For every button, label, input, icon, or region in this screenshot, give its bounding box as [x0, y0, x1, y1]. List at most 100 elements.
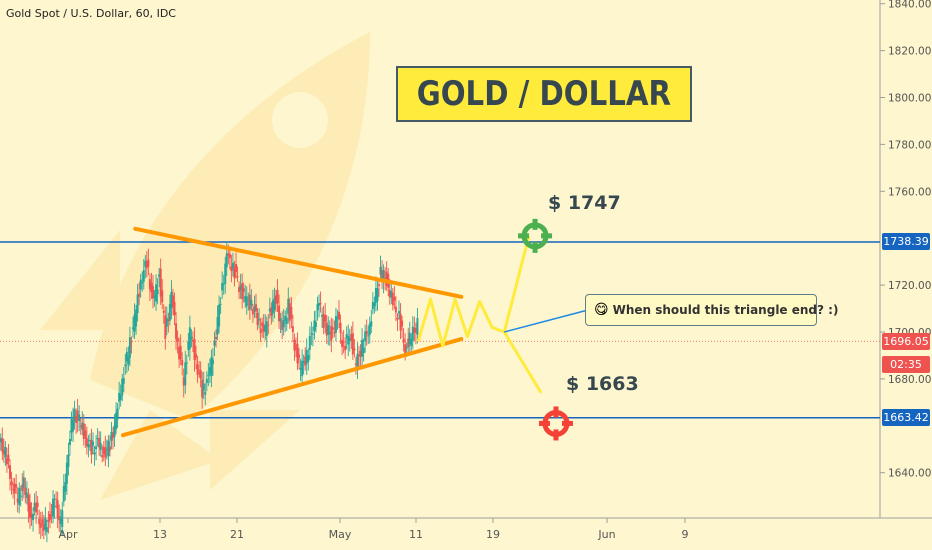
y-tick-label: 1820.00: [888, 46, 931, 58]
candle-body: [136, 294, 139, 314]
candle-body: [102, 446, 105, 455]
title-banner-text: GOLD / DOLLAR: [416, 74, 672, 114]
candle-body: [13, 483, 16, 494]
candle-body: [374, 287, 377, 303]
candle-body: [73, 409, 76, 422]
candle-body: [231, 262, 234, 269]
breakout-path-down[interactable]: [503, 331, 543, 394]
candle-body: [321, 314, 324, 317]
candle-body: [208, 367, 211, 375]
candle-body: [21, 484, 24, 491]
candle-body: [24, 487, 27, 495]
candle-body: [41, 519, 44, 525]
candle-body: [241, 283, 244, 300]
candle-body: [108, 446, 111, 451]
candle-body: [115, 412, 118, 430]
candle-body: [244, 296, 247, 302]
candle-body: [130, 341, 133, 343]
candle-body: [196, 364, 199, 375]
candle-body: [235, 264, 238, 273]
candle-body: [90, 440, 93, 455]
candle-body: [328, 332, 331, 335]
candle-body: [168, 303, 171, 321]
candle-body: [18, 487, 21, 505]
resistance-price-tag: 1738.39: [882, 233, 930, 250]
candle-body: [290, 306, 293, 319]
candle-body: [12, 488, 15, 491]
candle-body: [119, 395, 122, 400]
candle-body: [301, 360, 304, 377]
candle-body: [82, 423, 85, 439]
candle-body: [213, 340, 216, 346]
candle-body: [368, 323, 371, 335]
candle-body: [287, 298, 290, 314]
candle-body: [61, 510, 64, 527]
candle-body: [190, 336, 193, 339]
candle-body: [55, 498, 58, 500]
x-tick-label: 11: [409, 528, 423, 541]
support-trendline[interactable]: [121, 337, 464, 438]
candle-body: [147, 259, 150, 267]
candle-body: [236, 276, 239, 278]
candle-body: [413, 327, 416, 333]
candle-body: [284, 316, 287, 321]
candle-body: [167, 319, 170, 322]
candle-body: [341, 339, 344, 347]
callout-box[interactable]: 😋 When should this triangle end? :): [585, 294, 838, 326]
candle-body: [204, 391, 207, 395]
candle-body: [276, 289, 279, 304]
candle-body: [45, 527, 48, 533]
bullish-target-icon[interactable]: [518, 218, 553, 253]
bearish-target-icon[interactable]: [538, 406, 573, 441]
x-tick-label: 21: [230, 528, 244, 541]
candle-body: [8, 465, 11, 479]
x-tick-label: 13: [153, 528, 167, 541]
candle-body: [144, 260, 147, 267]
candle-body: [299, 368, 302, 370]
candle-body: [141, 282, 144, 284]
candle-body: [38, 518, 41, 525]
zigzag-projection[interactable]: [416, 297, 505, 348]
y-tick-label: 1640.00: [888, 468, 931, 480]
candle-body: [393, 297, 396, 301]
candle-body: [262, 324, 265, 332]
candle-body: [122, 378, 125, 384]
candle-body: [310, 333, 313, 335]
candle-body: [52, 498, 55, 517]
candle-body: [285, 317, 288, 324]
resistance-trendline[interactable]: [133, 226, 464, 299]
candle-body: [62, 485, 65, 502]
candle-body: [245, 296, 248, 307]
candle-body: [382, 270, 385, 282]
candle-body: [150, 282, 153, 293]
candle-body: [288, 303, 291, 321]
candle-body: [199, 369, 202, 379]
candle-body: [327, 325, 330, 335]
candle-body: [414, 328, 417, 333]
candle-body: [53, 505, 56, 508]
candle-body: [411, 326, 414, 342]
candle-body: [359, 350, 362, 357]
candle-body: [381, 270, 384, 281]
symbol-header: Gold Spot / U.S. Dollar, 60, IDC: [6, 7, 176, 20]
candle-body: [50, 511, 53, 513]
candle-body: [33, 502, 36, 511]
candle-body: [334, 316, 337, 333]
candle-body: [155, 284, 158, 302]
candle-body: [267, 324, 270, 326]
candle-body: [324, 314, 327, 322]
candle-body: [178, 346, 181, 360]
candle-body: [215, 336, 218, 340]
breakout-path-up[interactable]: [502, 235, 531, 333]
candle-body: [151, 286, 154, 299]
candle-body: [408, 332, 411, 345]
candle-body: [350, 333, 353, 341]
candle-body: [156, 289, 159, 295]
candle-body: [351, 333, 354, 355]
candle-body: [171, 295, 174, 307]
candle-body: [110, 431, 113, 441]
y-tick-label: 1720.00: [888, 280, 931, 292]
candle-body: [347, 336, 350, 345]
